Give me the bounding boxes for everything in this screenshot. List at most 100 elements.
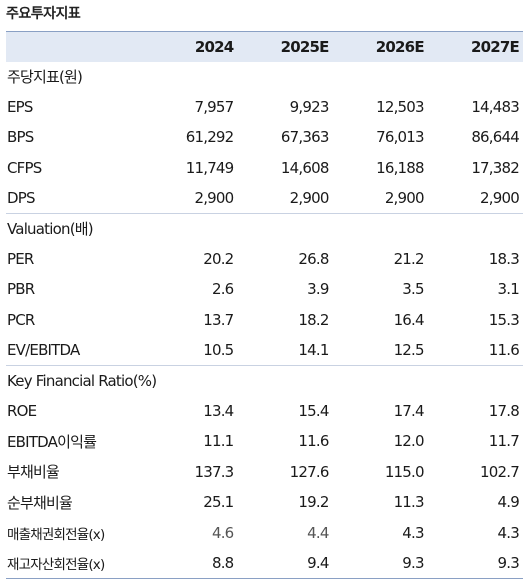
table-row: EBITDA이익률 11.1 11.6 12.0 11.7 — [6, 426, 523, 456]
investment-indicators-table-wrap: 2024 2025E 2026E 2027E 주당지표(원) EPS 7,957… — [6, 31, 523, 579]
cell-value: 7,957 — [194, 98, 234, 117]
row-label: 매출채권회전율(x) — [7, 526, 105, 543]
cell-value: 137.3 — [194, 462, 234, 481]
cell-value: 76,013 — [376, 128, 424, 147]
section-label: Key Financial Ratio(%) — [6, 364, 523, 396]
table-row: 순부채비율 25.1 19.2 11.3 4.9 — [6, 487, 523, 517]
cell-value: 25.1 — [203, 493, 234, 512]
cell-value: 67,363 — [280, 128, 329, 147]
header-year: 2027E — [427, 31, 523, 62]
page: { "title": "주요투자지표", "header": { "label"… — [6, 6, 523, 579]
cell-value: 26.8 — [298, 250, 329, 269]
section-row-per-share: 주당지표(원) — [6, 62, 523, 92]
cell-value: 2,900 — [480, 189, 520, 207]
table-row: PER 20.2 26.8 21.2 18.3 — [6, 244, 523, 274]
cell-value: 9.3 — [332, 547, 428, 579]
row-label: 순부채비율 — [7, 493, 73, 512]
row-label: ROE — [7, 401, 37, 420]
header-year: 2025E — [237, 31, 333, 62]
row-label: PER — [7, 250, 34, 269]
cell-value: 2,900 — [194, 189, 234, 207]
cell-value: 18.3 — [488, 250, 520, 269]
cell-value: 11.1 — [203, 432, 234, 451]
cell-value: 3.1 — [497, 280, 520, 299]
cell-value: 127.6 — [289, 462, 330, 481]
cell-value: 11.3 — [393, 493, 425, 512]
table-row: BPS 61,292 67,363 76,013 86,644 — [6, 122, 523, 152]
row-label: EPS — [7, 98, 33, 117]
row-label: PBR — [7, 280, 35, 299]
cell-value: 14,608 — [280, 158, 329, 177]
cell-value: 11.7 — [488, 432, 520, 451]
table-row: PBR 2.6 3.9 3.5 3.1 — [6, 274, 523, 304]
cell-value: 61,292 — [185, 128, 234, 147]
table-row: CFPS 11,749 14,608 16,188 17,382 — [6, 153, 523, 183]
table-title: 주요투자지표 — [6, 6, 81, 22]
cell-value: 2,900 — [289, 189, 330, 207]
section-label: Valuation(배) — [6, 212, 523, 244]
table-row: ROE 13.4 15.4 17.4 17.8 — [6, 396, 523, 426]
cell-value: 9,923 — [289, 98, 330, 117]
cell-value: 102.7 — [480, 462, 520, 481]
cell-value: 10.5 — [203, 340, 234, 359]
cell-value: 9.3 — [427, 547, 523, 579]
header-label — [6, 31, 143, 62]
cell-value: 13.4 — [203, 401, 234, 420]
row-label: DPS — [7, 189, 36, 207]
cell-value: 20.2 — [203, 250, 234, 269]
table-row: DPS 2,900 2,900 2,900 2,900 — [6, 183, 523, 213]
cell-value: 4.3 — [402, 523, 424, 542]
cell-value: 16,188 — [376, 158, 424, 177]
cell-value: 13.7 — [203, 310, 234, 329]
cell-value: 2,900 — [384, 189, 425, 207]
cell-value: 11,749 — [185, 158, 234, 177]
cell-value: 86,644 — [471, 128, 519, 147]
table-row: 재고자산회전율(x) 8.8 9.4 9.3 9.3 — [6, 547, 523, 579]
header-year: 2026E — [332, 31, 428, 62]
header-row: 2024 2025E 2026E 2027E — [6, 31, 523, 62]
cell-value: 17.8 — [488, 401, 520, 420]
cell-value: 11.6 — [488, 340, 520, 359]
table-row: PCR 13.7 18.2 16.4 15.3 — [6, 305, 523, 335]
cell-value: 11.6 — [298, 432, 329, 451]
cell-value: 12.5 — [393, 340, 425, 359]
cell-value: 9.4 — [237, 547, 333, 579]
cell-value: 12,503 — [376, 98, 424, 117]
cell-value: 3.9 — [307, 280, 329, 299]
cell-value: 4.6 — [211, 523, 234, 542]
investment-indicators-table: 2024 2025E 2026E 2027E 주당지표(원) EPS 7,957… — [6, 31, 523, 579]
section-row-valuation: Valuation(배) — [6, 212, 523, 244]
cell-value: 4.9 — [497, 493, 520, 512]
row-label: CFPS — [7, 158, 42, 177]
cell-value: 14,483 — [471, 98, 519, 117]
cell-value: 15.4 — [298, 401, 329, 420]
cell-value: 15.3 — [488, 310, 520, 329]
header-year: 2024 — [142, 31, 238, 62]
cell-value: 3.5 — [402, 280, 424, 299]
cell-value: 17,382 — [471, 158, 519, 177]
row-label: PCR — [7, 310, 35, 329]
table-row: EPS 7,957 9,923 12,503 14,483 — [6, 92, 523, 122]
row-label: 재고자산회전율(x) — [6, 547, 143, 579]
cell-value: 17.4 — [393, 401, 425, 420]
cell-value: 8.8 — [142, 547, 238, 579]
cell-value: 115.0 — [384, 462, 425, 481]
cell-value: 14.1 — [298, 340, 329, 359]
cell-value: 18.2 — [298, 310, 329, 329]
cell-value: 4.3 — [497, 523, 520, 542]
row-label: 부채비율 — [7, 463, 60, 482]
cell-value: 16.4 — [393, 310, 425, 329]
row-label: EBITDA이익률 — [7, 432, 97, 451]
table-row: 부채비율 137.3 127.6 115.0 102.7 — [6, 457, 523, 487]
cell-value: 2.6 — [211, 280, 234, 299]
section-row-key-financial-ratio: Key Financial Ratio(%) — [6, 364, 523, 396]
cell-value: 21.2 — [393, 250, 425, 269]
table-row: 매출채권회전율(x) 4.6 4.4 4.3 4.3 — [6, 517, 523, 547]
cell-value: 12.0 — [393, 432, 425, 451]
cell-value: 4.4 — [307, 523, 329, 542]
row-label: BPS — [7, 128, 34, 147]
section-label: 주당지표(원) — [7, 68, 83, 87]
row-label: EV/EBITDA — [7, 340, 80, 359]
cell-value: 19.2 — [298, 493, 329, 512]
table-row: EV/EBITDA 10.5 14.1 12.5 11.6 — [6, 335, 523, 365]
